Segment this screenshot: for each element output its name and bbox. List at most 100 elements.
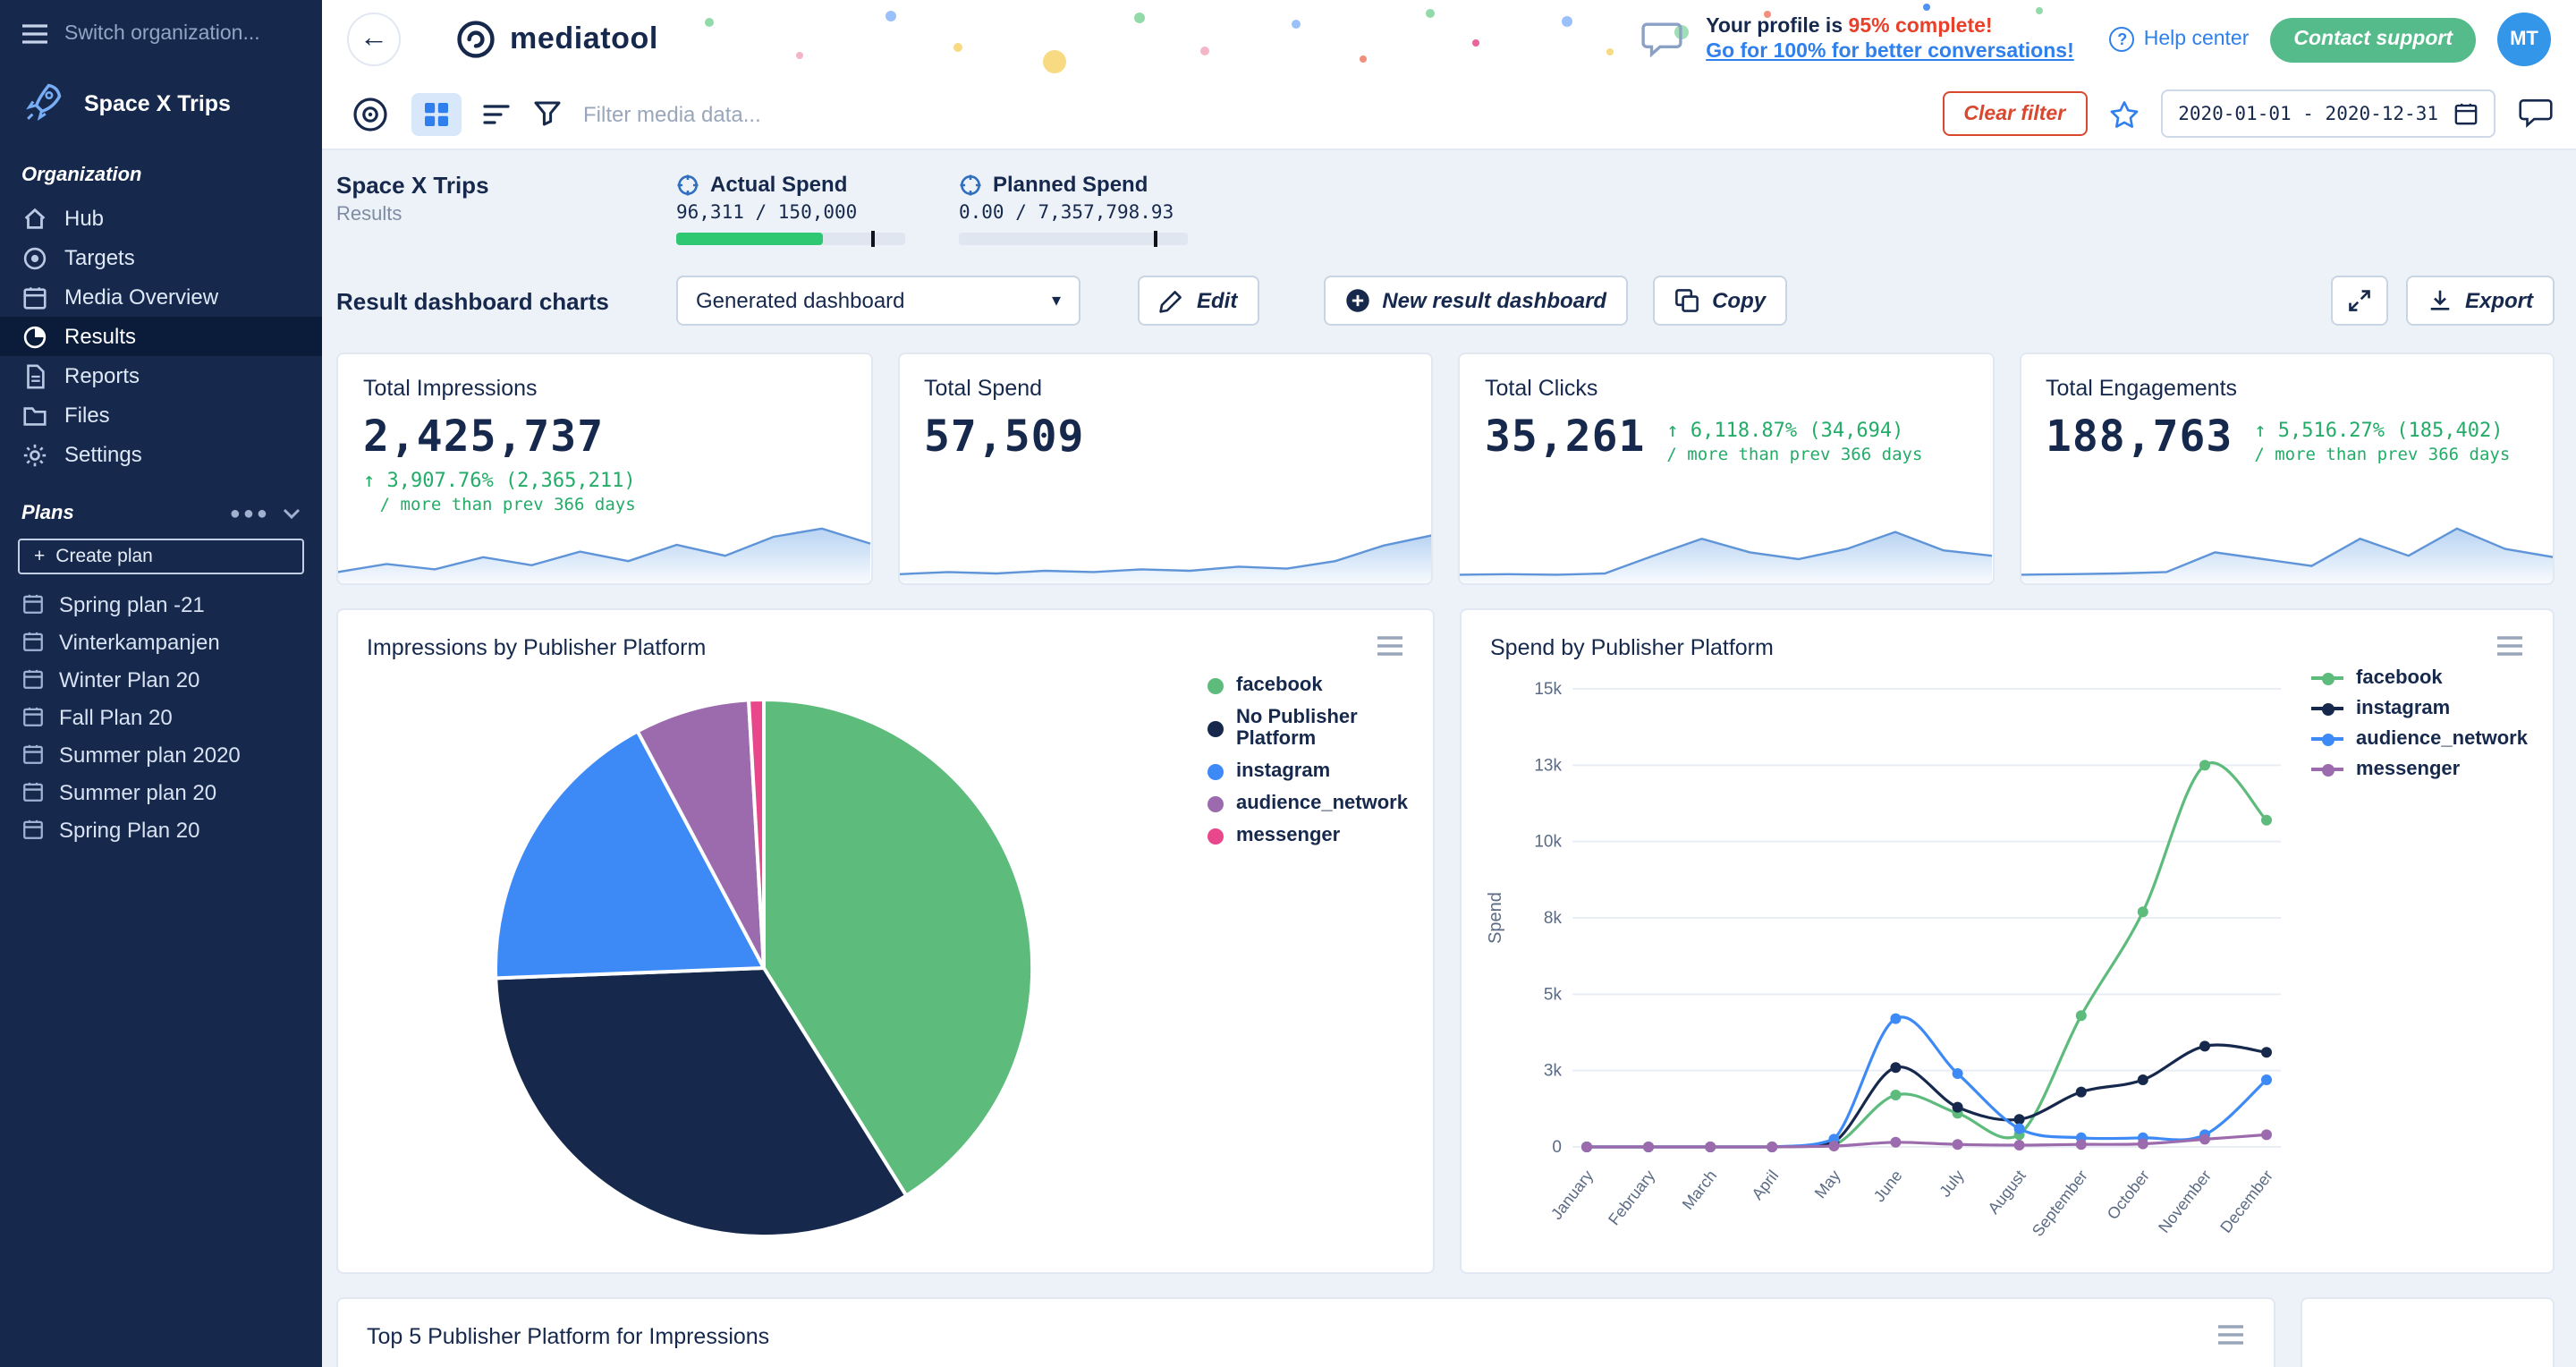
sidebar-item-files[interactable]: Files [0, 395, 322, 435]
brand-name: mediatool [510, 21, 658, 55]
fullscreen-button[interactable] [2330, 276, 2388, 326]
svg-text:July: July [1936, 1167, 1967, 1201]
edit-dashboard-button[interactable]: Edit [1138, 276, 1259, 326]
legend-item[interactable]: messenger [2311, 759, 2528, 780]
line-chart[interactable]: 0 3k 5k 8k 10k 13k 15k Spend January February Marc… [1472, 664, 2313, 1272]
sidebar-item-reports[interactable]: Reports [0, 356, 322, 395]
plan-item[interactable]: Spring plan -21 [0, 585, 322, 623]
line-chart-title: Spend by Publisher Platform [1490, 635, 1774, 660]
dashboard-content: Space X Trips Results Actual Spend 96,31… [322, 150, 2576, 1367]
brand[interactable]: mediatool [454, 18, 658, 61]
legend-label: facebook [2356, 667, 2443, 689]
legend-item[interactable]: facebook [1208, 675, 1433, 696]
nav-label: Targets [64, 245, 135, 270]
avatar[interactable]: MT [2497, 13, 2551, 66]
legend-item[interactable]: messenger [1208, 825, 1433, 846]
plan-item[interactable]: Summer plan 2020 [0, 735, 322, 773]
filter-media-input[interactable] [583, 101, 1921, 126]
nav-label: Settings [64, 442, 142, 467]
target-icon [960, 174, 981, 195]
clear-filter-button[interactable]: Clear filter [1942, 91, 2088, 136]
sidebar-item-results[interactable]: Results [0, 317, 322, 356]
copy-dashboard-button[interactable]: Copy [1653, 276, 1788, 326]
legend-item[interactable]: instagram [1208, 760, 1433, 782]
svg-text:September: September [2029, 1167, 2091, 1240]
kpi-title: Total Impressions [363, 376, 538, 401]
plans-collapse-icon[interactable] [283, 508, 301, 519]
plan-item[interactable]: Winter Plan 20 [0, 660, 322, 698]
export-button[interactable]: Export [2405, 276, 2555, 326]
sidebar: Switch organization... Space X Trips Org… [0, 0, 322, 1367]
svg-text:3k: 3k [1544, 1062, 1563, 1081]
switch-organization[interactable]: Switch organization... [0, 0, 322, 63]
profile-percent: 95% complete! [1848, 15, 1993, 38]
kpi-card-total-clicks: Total Clicks 35,261 ↑ 6,118.87% (34,694) / … [1458, 352, 1994, 585]
contact-support-button[interactable]: Contact support [2270, 17, 2476, 62]
svg-text:15k: 15k [1534, 680, 1562, 699]
actual-spend-value: 96,311 / 150,000 [676, 202, 858, 224]
legend-item[interactable]: audience_network [2311, 728, 2528, 750]
dashboard-select-value: Generated dashboard [696, 288, 905, 313]
new-result-dashboard-button[interactable]: New result dashboard [1323, 276, 1629, 326]
back-button[interactable]: ← [347, 13, 401, 66]
results-icon [21, 323, 48, 350]
target-icon [677, 174, 699, 195]
kpi-cards-row: Total Impressions 2,425,737 ↑ 3,907.76% (2… [336, 352, 2555, 585]
legend-item[interactable]: instagram [2311, 698, 2528, 719]
question-icon: ? [2109, 27, 2135, 52]
top5-card-title: Top 5 Publisher Platform for Impressions [367, 1324, 770, 1349]
legend-item[interactable]: No Publisher Platform [1208, 707, 1433, 750]
create-plan-button[interactable]: + Create plan [18, 539, 304, 574]
sidebar-item-media-overview[interactable]: Media Overview [0, 277, 322, 317]
kpi-card-total-engagements: Total Engagements 188,763 ↑ 5,516.27% (185… [2019, 352, 2555, 585]
plan-label: Fall Plan 20 [59, 704, 173, 729]
media-overview-icon [21, 284, 48, 310]
create-plan-label: Create plan [55, 546, 153, 567]
plan-item[interactable]: Vinterkampanjen [0, 623, 322, 660]
svg-text:April: April [1748, 1167, 1782, 1203]
card-menu-icon[interactable] [2496, 635, 2524, 657]
plan-item[interactable]: Summer plan 20 [0, 773, 322, 811]
media-view-icon[interactable] [351, 94, 390, 133]
sidebar-item-hub[interactable]: Hub [0, 199, 322, 238]
card-menu-icon[interactable] [2216, 1324, 2245, 1346]
comments-button[interactable] [2517, 97, 2555, 131]
planned-spend-value: 0.00 / 7,357,798.93 [959, 202, 1174, 224]
workspace-switcher[interactable]: Space X Trips [0, 63, 322, 150]
svg-text:0: 0 [1552, 1138, 1562, 1157]
date-range-picker[interactable]: 2020-01-01 - 2020-12-31 [2160, 89, 2496, 138]
plan-item[interactable]: Fall Plan 20 [0, 698, 322, 735]
copy-icon [1675, 289, 1699, 312]
list-view-button[interactable] [483, 101, 512, 126]
plan-item[interactable]: Spring Plan 20 [0, 811, 322, 848]
legend-item[interactable]: facebook [2311, 667, 2528, 689]
help-center-link[interactable]: ? Help center [2109, 27, 2250, 52]
plan-label: Summer plan 2020 [59, 742, 241, 767]
grid-view-button[interactable] [411, 92, 462, 135]
legend-item[interactable]: audience_network [1208, 793, 1433, 814]
sidebar-item-targets[interactable]: Targets [0, 238, 322, 277]
plus-icon: + [34, 546, 46, 567]
nav-label: Results [64, 324, 137, 349]
legend-label: audience_network [1236, 793, 1408, 814]
side-panel-card [2301, 1297, 2555, 1367]
favorite-star-button[interactable] [2108, 99, 2139, 128]
plans-header: Plans ●●● [0, 474, 322, 535]
kpi-card-total-spend: Total Spend 57,509 [897, 352, 1433, 585]
pie-chart-title: Impressions by Publisher Platform [367, 635, 707, 660]
legend-label: instagram [2356, 698, 2451, 719]
profile-completion-link[interactable]: Go for 100% for better conversations! [1706, 41, 2074, 63]
plans-more-icon[interactable]: ●●● [229, 504, 270, 523]
hub-icon [21, 205, 48, 232]
settings-icon [21, 441, 48, 468]
impressions-pie-card: Impressions by Publisher Platform facebo… [336, 608, 1435, 1274]
pie-chart[interactable] [488, 692, 1039, 1244]
sidebar-item-settings[interactable]: Settings [0, 435, 322, 474]
plan-calendar-icon [21, 667, 45, 691]
help-center-label: Help center [2143, 29, 2250, 50]
filter-toolbar: Clear filter 2020-01-01 - 2020-12-31 [322, 79, 2576, 150]
card-menu-icon[interactable] [1376, 635, 1404, 657]
svg-text:November: November [2155, 1167, 2215, 1236]
filter-funnel-button[interactable] [533, 100, 562, 127]
dashboard-select[interactable]: Generated dashboard ▾ [676, 276, 1080, 326]
